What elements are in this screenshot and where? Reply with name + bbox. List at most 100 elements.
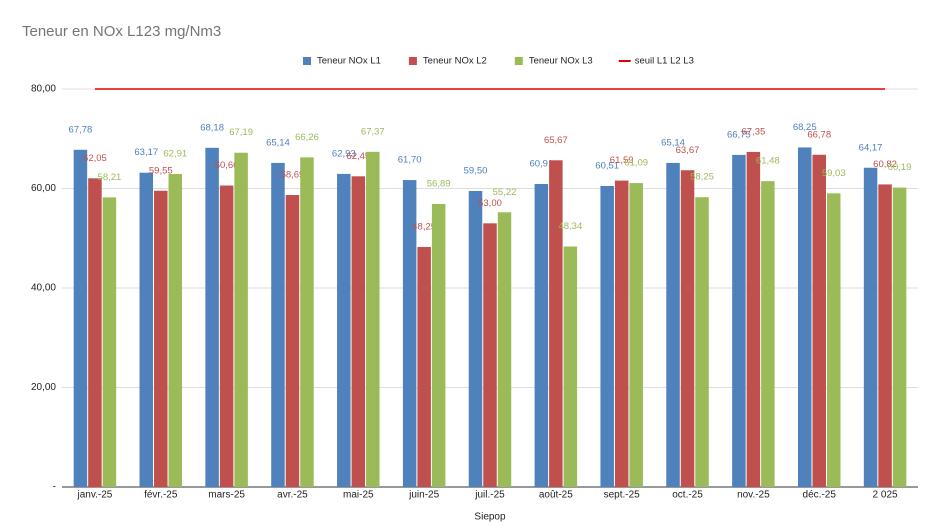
bar	[234, 152, 248, 488]
value-label: 63,17	[134, 147, 158, 158]
x-tick-label: mai-25	[343, 490, 374, 501]
bar	[826, 193, 841, 487]
value-label: 53,00	[478, 198, 502, 209]
x-tick-label: déc.-25	[803, 490, 837, 501]
value-label: 60,51	[595, 160, 619, 171]
bar	[666, 162, 680, 487]
y-tick-label: 60,00	[31, 183, 56, 194]
x-tick-label: mars-25	[208, 490, 245, 501]
legend-swatch	[408, 57, 417, 65]
bar	[812, 154, 826, 487]
value-label: 60,19	[888, 162, 912, 173]
bar	[417, 246, 431, 487]
bar	[271, 162, 285, 487]
bar	[366, 151, 380, 488]
bar	[695, 197, 709, 488]
value-label: 60,82	[873, 159, 897, 170]
value-label: 58,25	[690, 172, 714, 183]
value-label: 60,60	[215, 160, 239, 171]
legend-label: Teneur NOx L1	[317, 56, 381, 67]
bar	[534, 183, 549, 487]
bar	[88, 178, 102, 487]
value-label: 56,89	[427, 178, 451, 189]
x-tick-label: juil.-25	[474, 490, 505, 501]
value-label: 64,17	[859, 142, 883, 153]
value-label: 66,26	[295, 132, 319, 143]
value-label: 62,45	[346, 151, 370, 162]
legend-label: seuil L1 L2 L3	[635, 56, 694, 67]
bar	[431, 203, 446, 488]
bar	[285, 195, 300, 487]
value-label: 60,91	[529, 158, 553, 169]
bar	[549, 160, 563, 487]
bar	[73, 149, 88, 487]
x-tick-label: sept.-25	[604, 490, 641, 501]
bar	[629, 183, 643, 487]
bar	[732, 154, 746, 487]
bar	[168, 174, 183, 487]
value-label: 66,75	[727, 129, 751, 140]
y-tick-label: 20,00	[31, 382, 56, 393]
legend-label: Teneur NOx L2	[423, 56, 487, 67]
value-label: 67,78	[69, 124, 93, 135]
value-label: 67,19	[229, 127, 253, 138]
x-tick-label: nov.-25	[737, 490, 770, 501]
bar	[219, 185, 234, 487]
bar	[154, 190, 168, 487]
value-label: 65,67	[544, 135, 568, 146]
legend-swatch	[514, 57, 523, 65]
bar	[483, 223, 497, 487]
x-tick-label: 2 025	[873, 490, 898, 501]
value-label: 61,09	[624, 158, 648, 169]
bar	[761, 181, 775, 487]
bar	[351, 176, 366, 487]
x-tick-label: août-25	[539, 490, 573, 501]
bar	[614, 180, 629, 487]
bar	[680, 170, 695, 487]
value-label: 68,25	[793, 122, 817, 133]
y-tick-label: -	[53, 482, 56, 493]
value-label: 61,48	[756, 156, 780, 167]
bar	[563, 246, 578, 487]
value-label: 65,14	[266, 137, 290, 148]
value-label: 58,69	[281, 170, 305, 181]
value-label: 58,21	[98, 172, 122, 183]
value-label: 55,22	[493, 187, 517, 198]
y-tick-label: 80,00	[31, 84, 56, 95]
bar	[878, 184, 892, 487]
value-label: 48,25	[412, 221, 436, 232]
bar	[337, 173, 351, 487]
value-label: 62,93	[332, 148, 356, 159]
bar	[402, 180, 417, 488]
x-axis-title: Siepop	[474, 512, 506, 523]
value-label: 59,50	[464, 166, 488, 177]
chart-title: Teneur en NOx L123 mg/Nm3	[22, 23, 221, 40]
value-label: 62,05	[83, 153, 107, 164]
bar	[468, 190, 483, 488]
value-label: 61,70	[398, 155, 422, 166]
value-label: 67,37	[361, 126, 385, 137]
x-tick-label: oct.-25	[672, 490, 703, 501]
value-label: 48,34	[558, 221, 582, 232]
bar	[102, 197, 117, 487]
value-label: 61,59	[610, 155, 634, 166]
x-tick-label: janv.-25	[77, 490, 113, 501]
value-label: 63,67	[676, 145, 700, 156]
bar	[797, 147, 812, 488]
legend-swatch	[303, 57, 311, 65]
value-label: 68,18	[200, 122, 224, 133]
legend-label: Teneur NOx L3	[529, 56, 593, 67]
bar	[139, 172, 154, 487]
x-tick-label: févr.-25	[144, 490, 178, 501]
bar	[205, 147, 219, 487]
value-label: 62,91	[163, 149, 187, 160]
value-label: 67,35	[741, 126, 765, 137]
bar	[300, 157, 314, 487]
x-tick-label: juin-25	[408, 490, 439, 501]
value-label: 66,78	[807, 129, 831, 140]
bar	[600, 185, 614, 487]
y-tick-label: 40,00	[31, 283, 56, 294]
value-label: 65,14	[661, 137, 685, 148]
